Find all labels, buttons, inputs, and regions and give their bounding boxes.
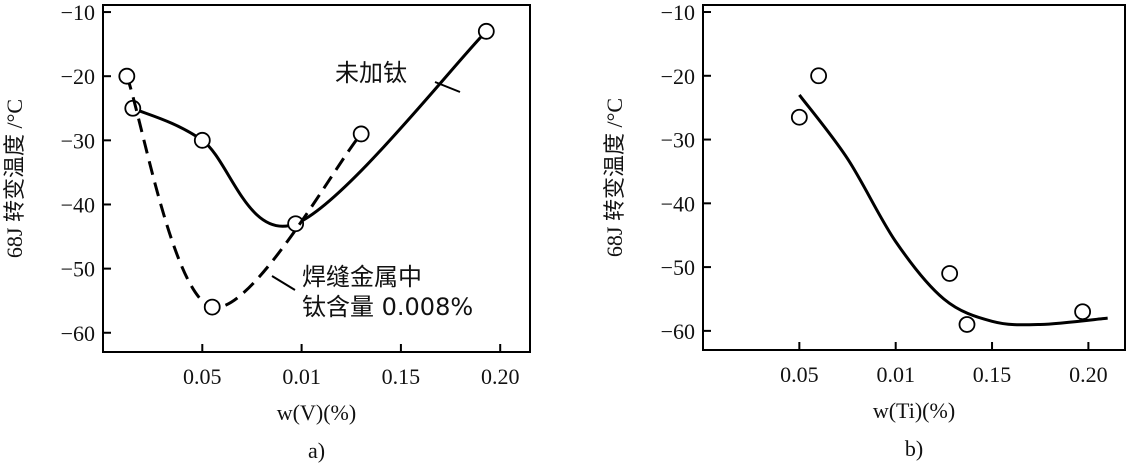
data-point — [790, 108, 808, 126]
y-tick-label: −30 — [661, 128, 695, 153]
y-tick-label: −60 — [661, 319, 695, 344]
data-point — [958, 316, 976, 333]
x-tick-label: 0.01 — [282, 364, 321, 389]
data-point — [477, 22, 495, 40]
x-tick-label: 0.01 — [876, 362, 915, 387]
x-axis-label: w(Ti)(%) — [873, 398, 955, 423]
x-tick-label: 0.20 — [1069, 362, 1108, 387]
x-tick-label: 0.15 — [973, 362, 1012, 387]
data-point — [810, 67, 828, 85]
data-point — [203, 298, 221, 316]
plot-frame — [102, 4, 531, 353]
y-tick-label: −10 — [61, 0, 95, 25]
data-point — [352, 125, 370, 143]
data-point — [1074, 303, 1092, 321]
y-tick-label: −60 — [61, 321, 95, 346]
data-point — [941, 265, 959, 282]
x-tick-label: 0.15 — [382, 364, 421, 389]
y-tick-label: −40 — [661, 191, 695, 216]
series-label: 未加钛 — [335, 59, 407, 87]
x-axis-label: w(V)(%) — [277, 400, 356, 425]
series-line — [132, 30, 488, 228]
y-tick-label: −30 — [61, 128, 95, 153]
y-tick-label: −10 — [661, 0, 695, 25]
x-tick-label: 0.20 — [481, 364, 520, 389]
y-axis-label: 68J 转变温度 /°C — [602, 98, 627, 257]
plot-frame — [702, 4, 1126, 351]
data-point — [193, 131, 211, 149]
y-tick-label: −20 — [661, 64, 695, 89]
series-label: 焊缝金属中 钛含量 0.008% — [302, 263, 474, 321]
y-tick-label: −20 — [61, 64, 95, 89]
series-line — [798, 94, 1108, 327]
y-axis-label: 68J 转变温度 /°C — [2, 99, 27, 258]
data-point — [287, 215, 305, 233]
x-tick-label: 0.05 — [183, 364, 222, 389]
leader-line — [271, 275, 296, 291]
panel-label: b) — [905, 436, 923, 461]
y-tick-label: −40 — [61, 192, 95, 217]
x-tick-label: 0.05 — [780, 362, 819, 387]
data-point — [118, 67, 136, 85]
panel-label: a) — [308, 438, 325, 463]
y-tick-label: −50 — [61, 257, 95, 282]
y-tick-label: −50 — [661, 255, 695, 280]
data-point — [124, 99, 142, 117]
